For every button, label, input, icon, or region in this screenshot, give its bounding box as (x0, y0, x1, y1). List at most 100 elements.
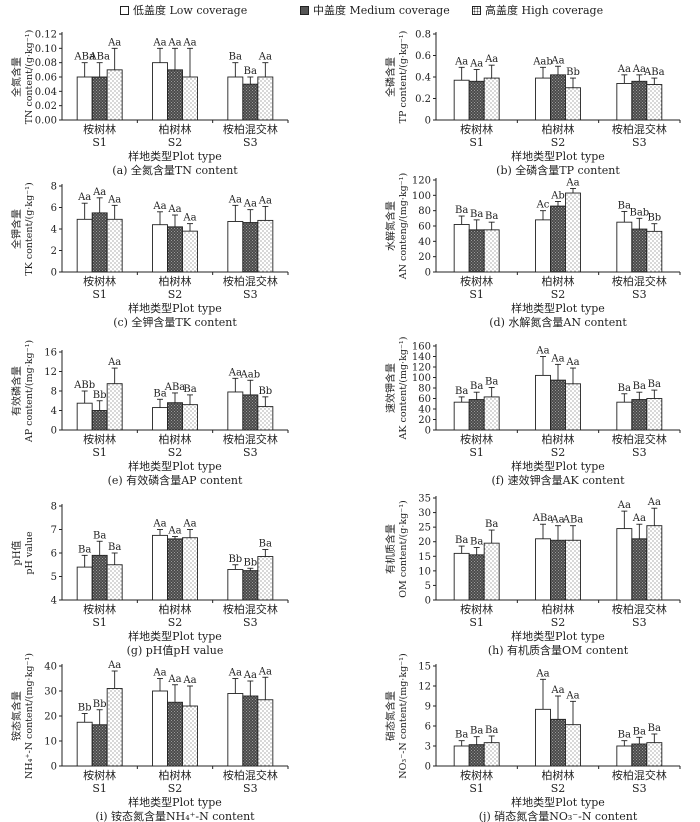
bar-medium (91, 724, 108, 767)
significance-letter: Ba (470, 381, 483, 392)
significance-letter: Aa (565, 177, 579, 188)
y-tick-label: 10 (418, 566, 431, 577)
x-tick-label-cn: 桉树林 (460, 602, 493, 616)
x-tick-label-cn: 柏树林 (159, 432, 192, 446)
x-axis-title: 样地类型Plot type (511, 459, 605, 473)
x-axis-title: 样地类型Plot type (128, 459, 222, 473)
y-tick-label: 6 (51, 203, 57, 214)
bar-medium (167, 226, 183, 273)
y-tick-label: 40 (418, 405, 431, 416)
y-axis-title-en: NO₃⁻-N content/(mg·kg⁻¹) (398, 653, 409, 778)
bar-high (646, 398, 663, 431)
bar-low (535, 708, 551, 767)
bar-low (227, 569, 244, 601)
x-axis-title: 样地类型Plot type (511, 149, 605, 163)
y-tick-label: 0 (51, 426, 57, 437)
x-tick-label-en: S3 (243, 616, 258, 629)
x-tick-label-cn: 桉柏混交林 (223, 602, 278, 616)
bar-medium (631, 399, 648, 431)
significance-letter: Aa (243, 199, 257, 210)
y-tick-label: 120 (412, 363, 431, 374)
significance-letter: Bb (78, 703, 92, 714)
significance-letter: Aa (632, 64, 646, 75)
bar-low (227, 693, 244, 767)
x-axis-title: 样地类型Plot type (511, 301, 605, 315)
bar-high (483, 396, 500, 431)
x-tick-label-en: S1 (92, 288, 107, 301)
significance-letter: Aa (454, 56, 468, 67)
significance-letter: Ac (536, 200, 550, 211)
bar-high (106, 688, 123, 767)
bar-medium (167, 538, 183, 601)
bar-high (565, 192, 581, 273)
y-tick-label: 0 (51, 762, 57, 773)
y-tick-label: 160 (412, 342, 431, 353)
bar-low (535, 77, 551, 121)
bar-low (616, 221, 633, 273)
y-tick-label: 16 (44, 348, 57, 359)
bar-low (76, 218, 93, 273)
bar-medium (242, 570, 259, 601)
y-tick-label: 8 (51, 387, 57, 398)
y-tick-label: 4 (51, 406, 57, 417)
legend-item-high: 高盖度 High coverage (472, 2, 603, 18)
bar-high (182, 404, 198, 431)
significance-letter: ABa (532, 513, 554, 524)
y-tick-label: 4 (51, 225, 57, 236)
bar-high (106, 69, 123, 121)
significance-letter: Aab (532, 56, 553, 67)
significance-letter: Ba (153, 388, 166, 399)
significance-letter: Aa (228, 194, 242, 205)
bar-medium (91, 76, 108, 121)
bar-medium (468, 744, 485, 767)
y-tick-label: 20 (418, 537, 431, 548)
chart-caption: (d) 水解氮含量AN content (489, 315, 627, 329)
x-tick-label-en: S1 (469, 782, 484, 795)
bar-high (646, 742, 663, 767)
x-tick-label-cn: 桉树林 (83, 768, 116, 782)
significance-letter: Aa (152, 519, 166, 530)
y-tick-label: 80 (418, 384, 431, 395)
bar-high (106, 218, 123, 273)
chart-caption: (h) 有机质含量OM content (488, 643, 629, 657)
bar-medium (242, 83, 259, 121)
x-tick-label-cn: 柏树林 (542, 432, 575, 446)
bar-low (227, 391, 244, 431)
bar-low (616, 745, 633, 767)
x-tick-label-en: S3 (632, 288, 647, 301)
y-tick-label: 0.08 (35, 58, 57, 69)
y-tick-label: 100 (412, 191, 431, 202)
bar-medium (242, 222, 259, 273)
chart-caption: (j) 硝态氮含量NO₃⁻-N content (479, 809, 638, 822)
significance-letter: Ba (648, 723, 661, 734)
x-tick-label-cn: 桉树林 (83, 602, 116, 616)
significance-letter: Bb (258, 386, 272, 397)
bar-low (535, 538, 551, 601)
y-tick-label: 0 (425, 762, 431, 773)
y-tick-label: 0 (51, 268, 57, 279)
x-tick-label-en: S1 (92, 782, 107, 795)
bar-medium (468, 399, 485, 431)
bar-high (565, 539, 581, 601)
significance-letter: Aa (182, 213, 196, 224)
y-tick-label: 0.10 (35, 44, 57, 55)
y-tick-label: 60 (418, 394, 431, 405)
x-tick-label-cn: 桉柏混交林 (223, 274, 278, 288)
y-tick-label: 3 (425, 742, 431, 753)
y-tick-label: 6 (51, 549, 57, 560)
x-tick-label-cn: 桉柏混交林 (223, 122, 278, 136)
significance-letter: Ba (485, 376, 498, 387)
y-axis-title-cn: 铵态氮含量 (10, 691, 23, 741)
y-tick-label: 4 (51, 596, 57, 607)
bar-low (76, 76, 93, 121)
significance-letter: Bb (93, 390, 107, 401)
significance-letter: Aa (258, 52, 272, 63)
chart-caption: (e) 有效磷含量AP content (108, 473, 243, 487)
y-tick-label: 0.6 (415, 51, 431, 62)
y-tick-label: 40 (418, 237, 431, 248)
significance-letter: Aa (647, 497, 661, 508)
x-tick-label-cn: 桉树林 (83, 274, 116, 288)
significance-letter: Bb (228, 554, 242, 565)
bar-medium (468, 554, 485, 601)
significance-letter: Aa (243, 670, 257, 681)
